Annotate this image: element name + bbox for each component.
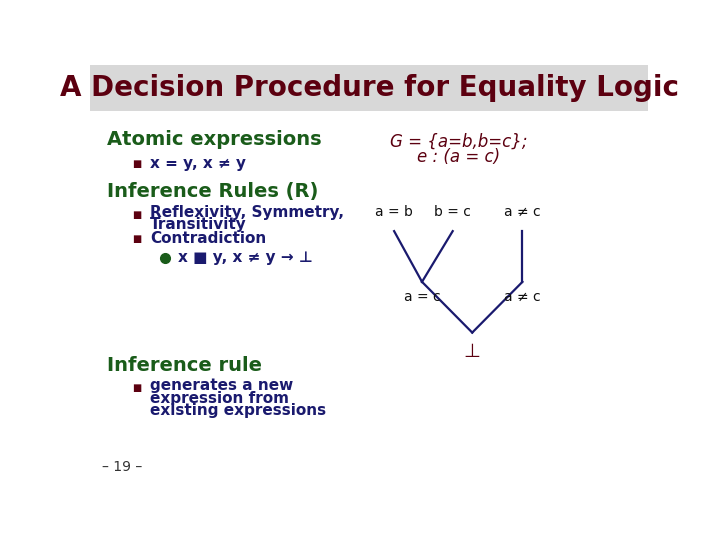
Text: – 19 –: – 19 – <box>102 460 143 474</box>
Text: x = y, x ≠ y: x = y, x ≠ y <box>150 156 246 171</box>
Text: a ≠ c: a ≠ c <box>504 205 541 219</box>
Text: b = c: b = c <box>434 205 471 219</box>
Text: Inference Rules (R): Inference Rules (R) <box>107 182 318 201</box>
Text: ■: ■ <box>132 159 141 169</box>
Text: A Decision Procedure for Equality Logic: A Decision Procedure for Equality Logic <box>60 74 678 102</box>
Text: Reflexivity, Symmetry,: Reflexivity, Symmetry, <box>150 205 344 220</box>
Text: ■: ■ <box>132 210 141 220</box>
Text: Inference rule: Inference rule <box>107 355 262 375</box>
Text: Atomic expressions: Atomic expressions <box>107 130 321 149</box>
Text: ⊥: ⊥ <box>464 342 481 361</box>
Text: ■: ■ <box>132 383 141 393</box>
Text: ■: ■ <box>132 234 141 244</box>
Text: a = c: a = c <box>404 290 441 304</box>
FancyBboxPatch shape <box>90 65 648 111</box>
Text: existing expressions: existing expressions <box>150 403 326 418</box>
Text: a = b: a = b <box>375 205 413 219</box>
Text: generates a new: generates a new <box>150 379 294 393</box>
Text: Transitivity: Transitivity <box>150 218 247 232</box>
Text: a ≠ c: a ≠ c <box>504 290 541 304</box>
Text: x ■ y, x ≠ y → ⊥: x ■ y, x ≠ y → ⊥ <box>178 250 313 265</box>
Text: expression from: expression from <box>150 391 289 406</box>
Text: G = {a=b,b=c};: G = {a=b,b=c}; <box>390 133 527 151</box>
Text: Contradiction: Contradiction <box>150 231 266 246</box>
Text: e : (a = c): e : (a = c) <box>417 148 500 166</box>
